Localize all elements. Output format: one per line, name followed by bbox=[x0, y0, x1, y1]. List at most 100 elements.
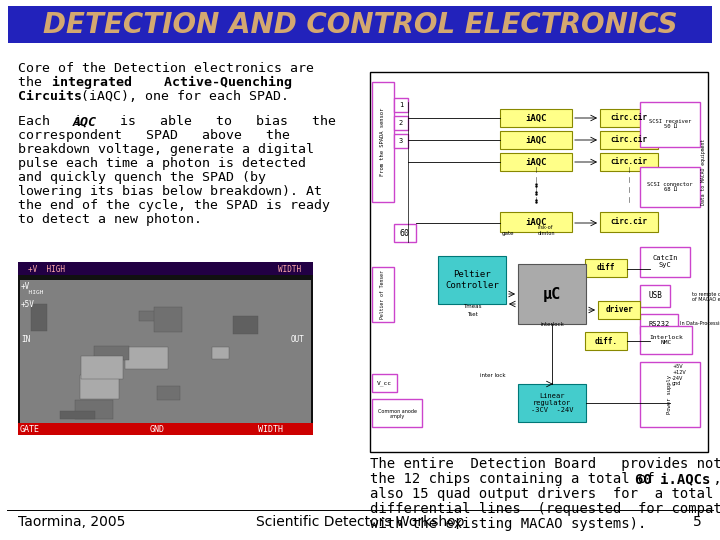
Bar bbox=[20, 280, 311, 423]
Text: (iAQC), one for each SPAD.: (iAQC), one for each SPAD. bbox=[73, 90, 289, 103]
Bar bbox=[394, 98, 408, 112]
Bar bbox=[585, 332, 627, 350]
Text: driver: driver bbox=[605, 306, 633, 314]
Text: Tmeas: Tmeas bbox=[463, 304, 481, 309]
Bar bbox=[18, 423, 313, 435]
Text: +5V
+12V
-24V
gnd: +5V +12V -24V gnd bbox=[672, 364, 685, 387]
Bar bbox=[600, 131, 658, 149]
Text: Common anode
amply: Common anode amply bbox=[377, 409, 416, 420]
Text: Each   i: Each i bbox=[18, 115, 82, 128]
Bar bbox=[598, 301, 640, 319]
Text: V_cc: V_cc bbox=[377, 380, 392, 386]
Bar bbox=[125, 347, 168, 369]
Text: USB: USB bbox=[648, 292, 662, 300]
Text: the 12 chips containing a total of: the 12 chips containing a total of bbox=[370, 472, 663, 486]
Text: iAQC: iAQC bbox=[526, 158, 546, 166]
Text: lowering its bias below breakdown). At: lowering its bias below breakdown). At bbox=[18, 185, 322, 198]
Text: RS232: RS232 bbox=[649, 321, 670, 327]
Bar bbox=[212, 347, 229, 359]
Bar bbox=[372, 82, 394, 202]
Text: 60: 60 bbox=[400, 228, 410, 238]
Text: the: the bbox=[18, 76, 66, 89]
Text: CatcIn
SyC: CatcIn SyC bbox=[652, 255, 678, 268]
Bar bbox=[600, 212, 658, 232]
Text: HIGH: HIGH bbox=[21, 290, 43, 295]
Text: with the existing MACAO systems).: with the existing MACAO systems). bbox=[370, 517, 647, 531]
Bar bbox=[585, 259, 627, 277]
Text: differential lines  (requested  for compatibility: differential lines (requested for compat… bbox=[370, 502, 720, 516]
Bar bbox=[372, 267, 394, 322]
Text: iAQC: iAQC bbox=[526, 218, 546, 226]
Bar bbox=[31, 304, 47, 331]
Bar bbox=[81, 356, 123, 379]
Text: also 15 quad output drivers  for  a total of 60: also 15 quad output drivers for a total … bbox=[370, 487, 720, 501]
Text: The entire  Detection Board   provides not only: The entire Detection Board provides not … bbox=[370, 457, 720, 471]
Text: Circuits: Circuits bbox=[18, 90, 82, 103]
Bar bbox=[94, 346, 129, 360]
Text: circ.cir: circ.cir bbox=[611, 218, 647, 226]
Bar bbox=[370, 72, 708, 452]
Bar bbox=[157, 386, 180, 400]
Bar bbox=[640, 326, 692, 354]
Text: 60 i.AQCs: 60 i.AQCs bbox=[635, 472, 711, 486]
Text: Core of the Detection electronics are: Core of the Detection electronics are bbox=[18, 62, 314, 75]
Text: From the SPADA sensor: From the SPADA sensor bbox=[380, 108, 385, 176]
Text: +V: +V bbox=[21, 282, 30, 291]
Text: +V  HIGH: +V HIGH bbox=[28, 265, 65, 273]
Bar bbox=[8, 6, 712, 43]
Bar bbox=[518, 384, 586, 422]
Text: iAQC: iAQC bbox=[526, 136, 546, 145]
Text: integrated    Active-Quenching: integrated Active-Quenching bbox=[52, 76, 292, 89]
Text: IN: IN bbox=[21, 335, 30, 344]
Text: breakdown voltage, generate a digital: breakdown voltage, generate a digital bbox=[18, 143, 314, 156]
Bar bbox=[438, 256, 506, 304]
Bar bbox=[500, 131, 572, 149]
Text: to detect a new photon.: to detect a new photon. bbox=[18, 213, 202, 226]
Text: Linear
regulator
-3CV  -24V: Linear regulator -3CV -24V bbox=[531, 393, 573, 413]
Bar bbox=[500, 153, 572, 171]
Bar bbox=[372, 374, 397, 392]
Bar bbox=[394, 224, 416, 242]
Bar bbox=[640, 102, 700, 147]
Bar bbox=[233, 316, 258, 334]
Text: interlock: interlock bbox=[540, 322, 564, 327]
Text: In Data-Processing board: In Data-Processing board bbox=[680, 321, 720, 327]
Bar bbox=[500, 212, 572, 232]
Text: Power supply: Power supply bbox=[667, 375, 672, 415]
Bar bbox=[75, 400, 113, 419]
Bar bbox=[18, 262, 313, 435]
Text: the end of the cycle, the SPAD is ready: the end of the cycle, the SPAD is ready bbox=[18, 199, 330, 212]
Bar bbox=[640, 314, 678, 334]
Text: OUT: OUT bbox=[291, 335, 305, 344]
Bar bbox=[500, 109, 572, 127]
Text: WIDTH: WIDTH bbox=[278, 265, 301, 273]
Bar bbox=[154, 307, 182, 332]
Text: diff.: diff. bbox=[595, 336, 618, 346]
Text: Data to MACAO equipment: Data to MACAO equipment bbox=[701, 139, 706, 205]
Text: circ.cir: circ.cir bbox=[611, 113, 647, 123]
Text: inter lock: inter lock bbox=[480, 373, 505, 378]
Text: Taormina, 2005: Taormina, 2005 bbox=[18, 515, 125, 529]
Text: Scientific Detectors Workshop: Scientific Detectors Workshop bbox=[256, 515, 464, 529]
Text: Peltier of Tenser: Peltier of Tenser bbox=[380, 271, 385, 320]
Text: +5V: +5V bbox=[21, 300, 35, 309]
Bar bbox=[600, 109, 658, 127]
Text: SCSI receiver
50 Ω: SCSI receiver 50 Ω bbox=[649, 119, 691, 130]
Text: AQC: AQC bbox=[73, 115, 97, 128]
Text: gate: gate bbox=[502, 231, 515, 236]
Bar bbox=[18, 262, 313, 275]
Text: circ.cir: circ.cir bbox=[611, 158, 647, 166]
Bar bbox=[394, 134, 408, 148]
Text: 5: 5 bbox=[693, 515, 702, 529]
Text: WIDTH: WIDTH bbox=[258, 425, 283, 434]
Text: Peltier
Controller: Peltier Controller bbox=[445, 271, 499, 289]
Text: Tset: Tset bbox=[467, 312, 477, 317]
Text: circ.cir: circ.cir bbox=[611, 136, 647, 145]
Text: 1: 1 bbox=[399, 102, 403, 108]
Text: iAQC: iAQC bbox=[526, 113, 546, 123]
Bar bbox=[640, 362, 700, 427]
Bar bbox=[640, 285, 670, 307]
Text: is   able   to   bias   the: is able to bias the bbox=[96, 115, 336, 128]
Bar bbox=[640, 247, 690, 277]
Bar bbox=[518, 264, 586, 324]
